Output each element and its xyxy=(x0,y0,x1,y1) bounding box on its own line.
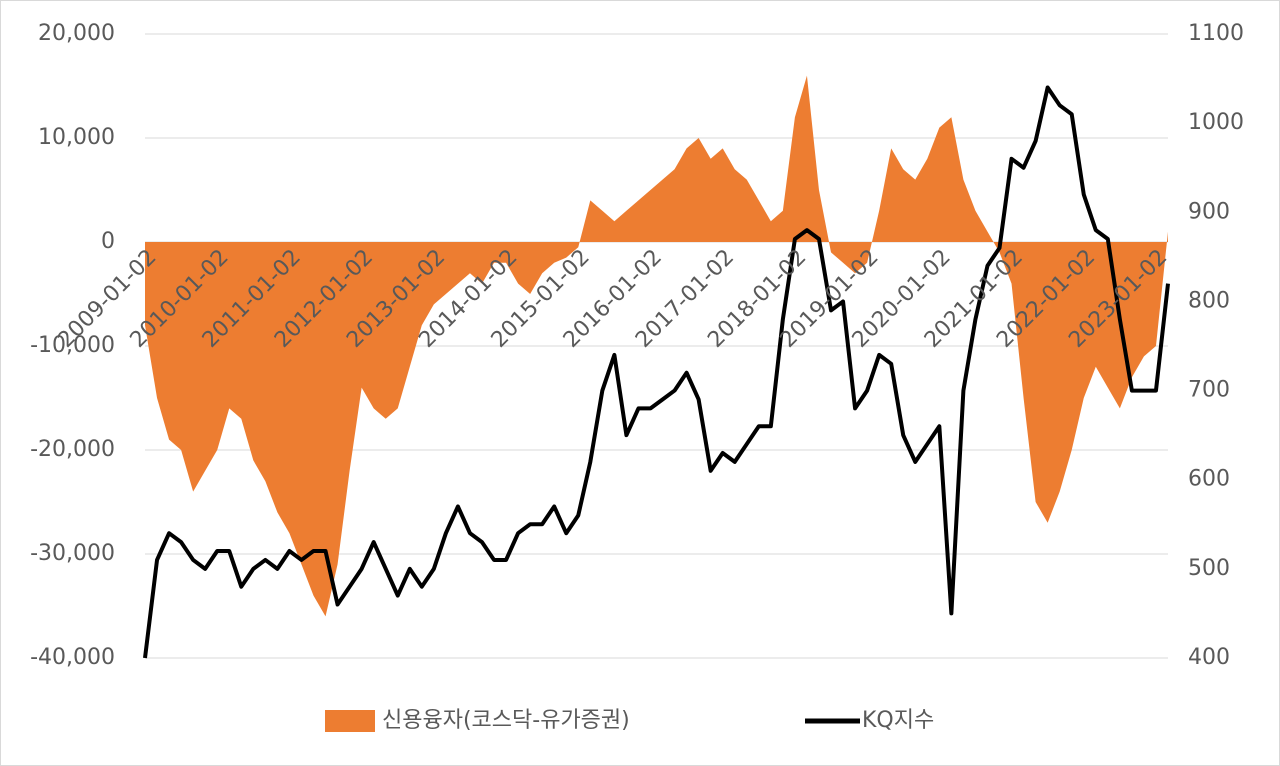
line xyxy=(143,85,1170,659)
y2-tick-label: 600 xyxy=(1188,467,1230,492)
marks xyxy=(143,75,1170,659)
legend-label: KQ지수 xyxy=(862,708,934,733)
area xyxy=(145,75,1168,617)
y2-tick-label: 700 xyxy=(1188,378,1230,403)
y2-tick-label: 400 xyxy=(1188,645,1230,670)
y-tick-label: 20,000 xyxy=(38,21,115,46)
y-tick-label: 10,000 xyxy=(38,125,115,150)
y-tick-label: -30,000 xyxy=(30,541,115,566)
y-tick-label: 0 xyxy=(101,229,115,254)
y2-tick-label: 1100 xyxy=(1188,21,1244,46)
y2-tick-label: 1000 xyxy=(1188,110,1244,135)
y-tick-label: -20,000 xyxy=(30,437,115,462)
y2-tick-label: 900 xyxy=(1188,199,1230,224)
y2-tick-label: 800 xyxy=(1188,288,1230,313)
y-tick-label: -40,000 xyxy=(30,645,115,670)
legend-swatch xyxy=(325,710,375,732)
legend-label: 신용융자(코스닥-유가증권) xyxy=(382,708,630,733)
y-tick-label: -10,000 xyxy=(30,333,115,358)
y2-tick-label: 500 xyxy=(1188,556,1230,581)
